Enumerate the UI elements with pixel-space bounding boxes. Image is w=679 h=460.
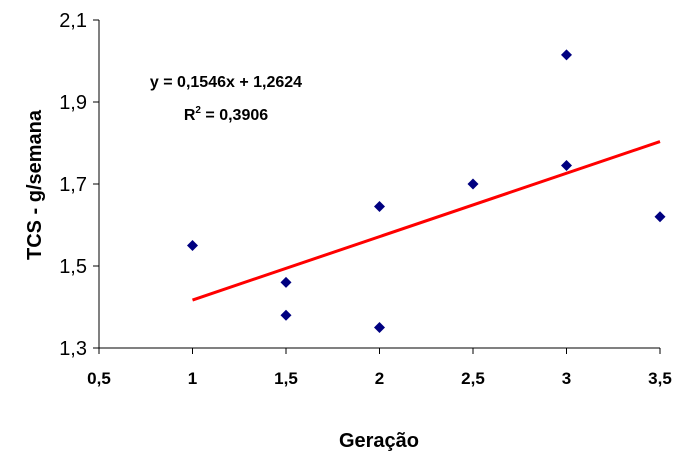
data-point [374,201,385,213]
x-tick-label: 1 [188,369,197,388]
y-tick-label: 1,3 [59,338,87,360]
data-point [187,240,198,251]
x-tick-label: 3 [562,369,571,388]
trendline [192,140,661,302]
y-tick-label: 2,1 [59,10,87,32]
data-point [374,322,385,333]
axes [93,19,661,354]
r-squared-label: R2 = 0,3906 [184,105,268,124]
r-squared-superscript: 2 [195,105,201,116]
data-point [467,178,479,190]
y-axis-title: TCS - g/semana [24,109,46,260]
trendline-layer [192,140,661,302]
x-tick-label: 2,5 [461,369,485,388]
x-tick-label: 1,5 [274,369,298,388]
trendline-equation: y = 0,1546x + 1,2624 [150,74,302,91]
data-point [654,211,666,223]
y-tick-label: 1,5 [59,256,87,278]
data-point [561,160,572,172]
x-axis-title: Geração [339,430,419,452]
r-squared-value: = 0,3906 [201,107,268,124]
x-tick-label: 0,5 [87,369,111,388]
y-tick-label: 1,9 [59,92,87,114]
labels: 1,3 1,5 1,7 1,9 2,1 0,5 1 1,5 2 2,5 3 3,5 [59,10,672,388]
data-points [187,49,666,333]
data-point [561,49,572,61]
x-tick-label: 2 [375,369,384,388]
data-point [280,276,292,288]
r-squared-prefix: R [184,107,196,124]
x-tick-label: 3,5 [648,369,672,388]
data-point [280,309,292,321]
y-tick-label: 1,7 [59,174,87,196]
